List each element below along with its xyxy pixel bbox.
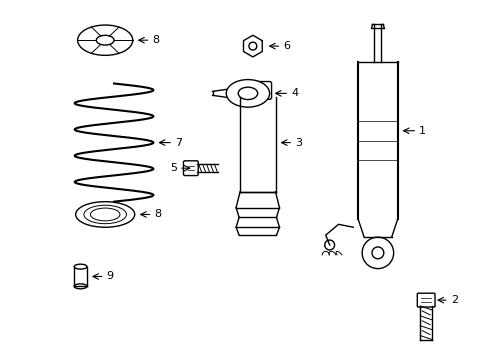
Text: 8: 8: [152, 35, 159, 45]
Text: 7: 7: [175, 138, 182, 148]
FancyBboxPatch shape: [416, 293, 434, 307]
Circle shape: [362, 237, 393, 269]
Ellipse shape: [78, 25, 132, 55]
Ellipse shape: [74, 264, 87, 269]
Text: 5: 5: [170, 163, 177, 173]
Ellipse shape: [76, 202, 135, 227]
Text: 6: 6: [283, 41, 290, 51]
Text: 1: 1: [418, 126, 426, 136]
Text: 2: 2: [450, 295, 457, 305]
Ellipse shape: [226, 80, 269, 107]
Circle shape: [324, 240, 334, 250]
Text: 4: 4: [291, 88, 298, 98]
FancyBboxPatch shape: [244, 82, 271, 99]
Text: 8: 8: [154, 210, 161, 220]
FancyBboxPatch shape: [183, 161, 198, 176]
Text: 9: 9: [106, 271, 114, 282]
Polygon shape: [243, 35, 262, 57]
Text: 3: 3: [295, 138, 302, 148]
